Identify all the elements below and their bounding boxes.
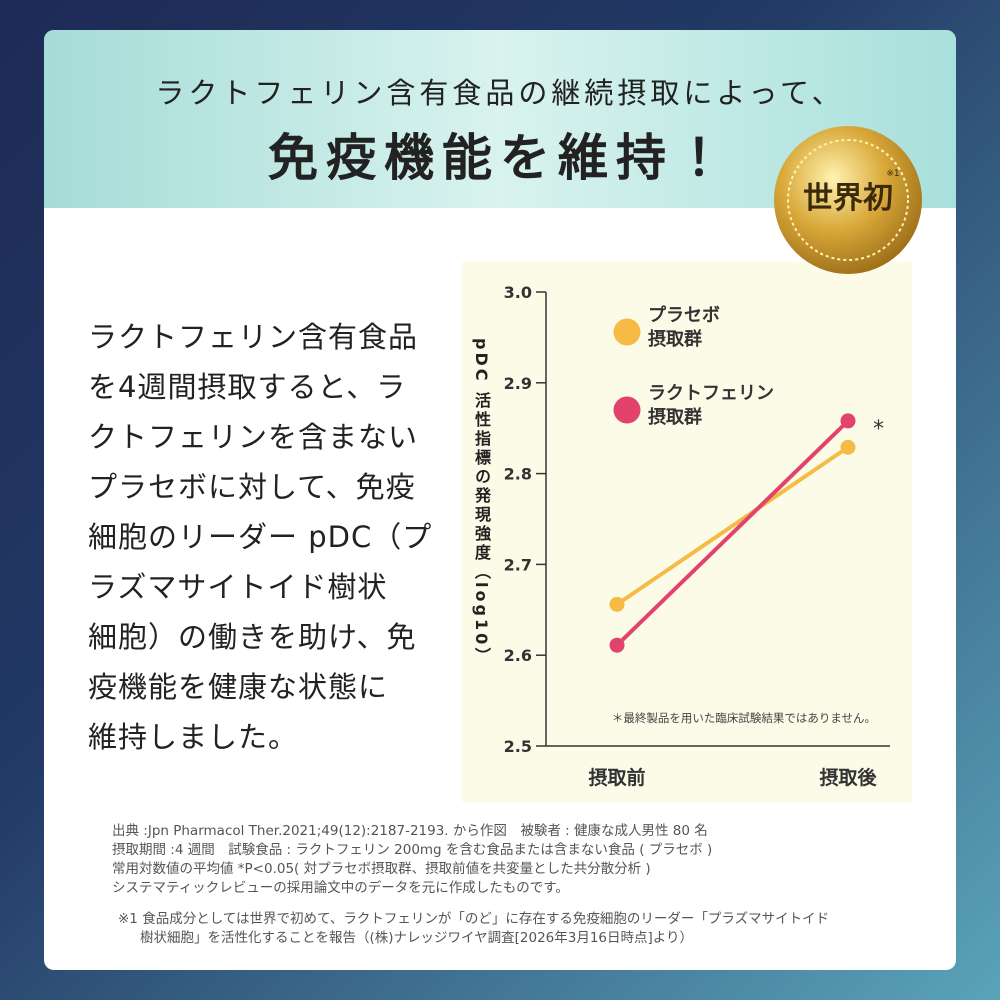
legend-swatch xyxy=(613,396,641,424)
y-tick-label: 3.0 xyxy=(504,283,532,302)
body-line: プラセボに対して、免疫 xyxy=(88,470,416,504)
note-line: 樹状細胞」を活性化することを報告（(株)ナレッジワイヤ調査[2026年3月16日… xyxy=(140,930,694,946)
body-line: 疫機能を健康な状態に xyxy=(88,670,389,704)
point xyxy=(609,596,625,612)
source-line: 摂取期間 :4 週間 試験食品 : ラクトフェリン 200mg を含む食品または… xyxy=(112,842,713,858)
point xyxy=(840,439,856,455)
y-tick-label: 2.8 xyxy=(504,465,532,484)
point xyxy=(840,413,856,429)
y-tick-label: 2.7 xyxy=(504,555,532,574)
body-line: 細胞）の働きを助け、免 xyxy=(88,620,417,654)
badge-text: 世界初 xyxy=(803,181,893,216)
title: 免疫機能を維持！ xyxy=(268,128,732,187)
annotation: ＊最終製品を用いた臨床試験結果ではありません。 xyxy=(612,711,876,725)
series-line xyxy=(615,445,850,607)
y-tick-label: 2.5 xyxy=(504,737,532,756)
x-tick-label: 摂取後 xyxy=(819,766,877,789)
point xyxy=(609,637,625,653)
body-line: を4週間摂取すると、ラ xyxy=(88,370,407,404)
legend-label: ラクトフェリン 摂取群 xyxy=(648,383,774,428)
source-line: 常用対数値の平均値 *P<0.05( 対プラセボ摂取群、摂取前値を共変量とした共… xyxy=(112,861,651,877)
body-line: 維持しました。 xyxy=(88,720,299,754)
source-line: 出典 :Jpn Pharmacol Ther.2021;49(12):2187-… xyxy=(112,823,708,839)
body-line: 細胞のリーダー pDC（プ xyxy=(88,520,433,554)
body-line: ラクトフェリン含有食品 xyxy=(88,320,419,354)
legend-label: プラセボ 摂取群 xyxy=(648,305,720,350)
body-line: クトフェリンを含まない xyxy=(88,420,419,454)
chart-panel xyxy=(462,262,912,802)
badge-ring xyxy=(787,139,909,261)
body-text: ラクトフェリン含有食品 を4週間摂取すると、ラ クトフェリンを含まない プラセボに対し… xyxy=(88,312,432,762)
y-tick-label: 2.6 xyxy=(504,646,532,665)
series-line xyxy=(615,419,850,647)
note-line: ※1 食品成分としては世界で初めて、ラクトフェリンが「のど」に存在する免疫細胞の… xyxy=(118,911,830,927)
subtitle: ラクトフェリン含有食品の継続摂取によって、 xyxy=(155,76,845,110)
badge-note: ※1 xyxy=(886,169,899,179)
source-line: システマティックレビューの採用論文中のデータを元に作成したものです。 xyxy=(112,880,569,896)
legend-swatch xyxy=(613,318,641,346)
body-line: ラズマサイトイド樹状 xyxy=(88,570,388,604)
badge xyxy=(774,126,922,274)
footnote-1: ※1 食品成分としては世界で初めて、ラクトフェリンが「のど」に存在する免疫細胞の… xyxy=(118,910,829,948)
footnotes: 出典 :Jpn Pharmacol Ther.2021;49(12):2187-… xyxy=(112,822,712,898)
y-tick-label: 2.9 xyxy=(504,374,532,393)
y-axis-label: pDC 活性指標の発現強度（log10） xyxy=(472,338,491,667)
x-tick-label: 摂取前 xyxy=(588,766,645,789)
annotation: * xyxy=(873,417,884,442)
